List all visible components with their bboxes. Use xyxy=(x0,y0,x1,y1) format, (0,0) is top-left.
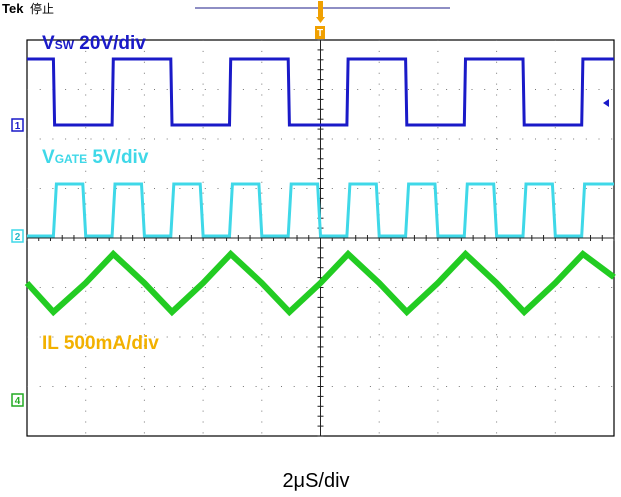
svg-text:4: 4 xyxy=(15,396,21,407)
ch4-ground-marker[interactable]: 4 xyxy=(11,393,24,407)
trigger-position-marker[interactable]: T xyxy=(315,1,325,39)
vgate-trace xyxy=(27,182,614,238)
vsw-trace xyxy=(27,57,614,127)
ch4-scale-label: IL 500mA/div xyxy=(42,333,159,354)
ch2-ground-marker[interactable]: 2 xyxy=(11,229,24,243)
svg-text:1: 1 xyxy=(15,121,21,132)
svg-text:2: 2 xyxy=(15,232,21,243)
ch1-scale-label: VSW 20V/div xyxy=(42,33,146,54)
brand-label: Tek xyxy=(2,1,24,16)
trigger-level-arrow-icon[interactable] xyxy=(603,99,609,107)
il-trace xyxy=(24,249,616,317)
trigger-marker-label: T xyxy=(317,28,323,39)
run-status-label: 停止 xyxy=(30,1,54,16)
ch1-ground-marker[interactable]: 1 xyxy=(11,118,24,132)
x-axis-label: 2μS/div xyxy=(282,470,349,492)
ch2-scale-label: VGATE 5V/div xyxy=(42,147,149,168)
